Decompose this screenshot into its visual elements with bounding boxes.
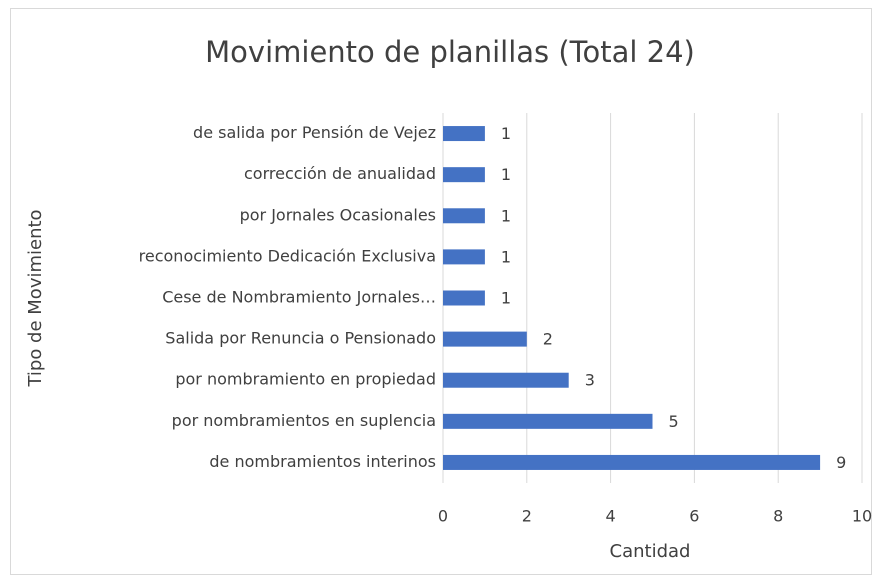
- data-label: 3: [585, 371, 595, 390]
- y-tick-label: reconocimiento Dedicación Exclusiva: [139, 246, 436, 265]
- bar: [443, 126, 485, 142]
- y-tick-label: de salida por Pensión de Vejez: [193, 123, 436, 142]
- chart-title: Movimiento de planillas (Total 24): [205, 35, 695, 69]
- bar: [443, 454, 821, 470]
- y-tick-label: Cese de Nombramiento Jornales…: [162, 288, 436, 307]
- x-tick-label: 8: [773, 507, 783, 526]
- data-label: 9: [836, 453, 846, 472]
- data-label: 1: [501, 165, 511, 184]
- y-tick-label: Salida por Renuncia o Pensionado: [165, 329, 436, 348]
- data-label: 1: [501, 289, 511, 308]
- bar: [443, 208, 485, 224]
- y-tick-label: por nombramientos en suplencia: [172, 411, 436, 430]
- x-tick-label: 10: [852, 507, 872, 526]
- x-tick-label: 4: [606, 507, 616, 526]
- bar: [443, 372, 569, 388]
- data-label: 1: [501, 124, 511, 143]
- y-axis-title: Tipo de Movimiento: [25, 209, 46, 387]
- x-tick-label: 2: [522, 507, 532, 526]
- x-tick-label: 6: [689, 507, 699, 526]
- bar: [443, 331, 527, 347]
- x-axis-title: Cantidad: [610, 541, 691, 562]
- bar: [443, 167, 485, 183]
- data-label: 5: [669, 412, 679, 431]
- y-tick-label: de nombramientos interinos: [209, 452, 436, 471]
- bar: [443, 413, 653, 429]
- y-tick-label: por nombramiento en propiedad: [175, 370, 436, 389]
- data-label: 1: [501, 247, 511, 266]
- y-tick-label: corrección de anualidad: [244, 164, 436, 183]
- bar: [443, 249, 485, 265]
- x-tick-label: 0: [438, 507, 448, 526]
- bar: [443, 290, 485, 306]
- chart-border: [10, 8, 872, 575]
- data-label: 2: [543, 330, 553, 349]
- y-tick-label: por Jornales Ocasionales: [240, 205, 436, 224]
- data-label: 1: [501, 206, 511, 225]
